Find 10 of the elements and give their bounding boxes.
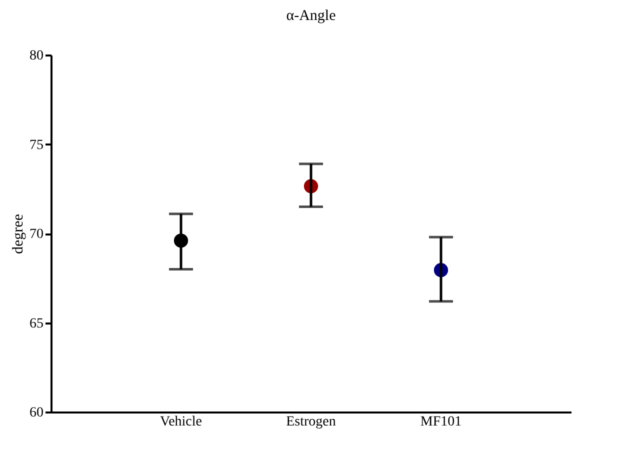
x-tick-label: Estrogen: [286, 414, 336, 430]
y-tick-label: 65: [30, 316, 44, 332]
y-tick-label: 60: [30, 406, 44, 420]
x-tick-label: MF101: [420, 414, 462, 430]
y-tick-label: 75: [30, 138, 44, 153]
chart-title: α-Angle: [286, 8, 336, 24]
x-tick-label: Vehicle: [160, 414, 202, 430]
y-tick-label: 70: [30, 227, 44, 242]
y-tick-label: 80: [30, 48, 44, 64]
y-axis-title: degree: [10, 214, 26, 254]
